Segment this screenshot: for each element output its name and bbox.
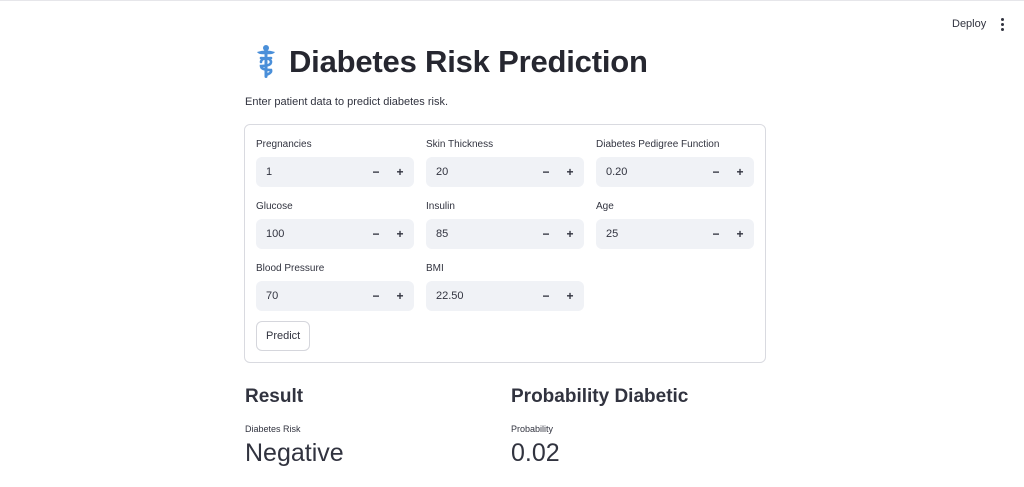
glucose-value[interactable]: 100 [266, 228, 285, 240]
field-label: BMI [426, 263, 444, 274]
decrement-button[interactable]: − [372, 165, 380, 179]
probability-heading: Probability Diabetic [511, 386, 689, 407]
main-menu-button[interactable] [994, 13, 1010, 35]
skin-thickness-field: Skin Thickness 20 − + [426, 138, 584, 187]
increment-button[interactable]: + [736, 165, 744, 179]
diabetes-risk-label: Diabetes Risk [245, 424, 301, 434]
pregnancies-value[interactable]: 1 [266, 166, 273, 178]
glucose-field: Glucose 100 − + [256, 200, 414, 249]
field-label: Glucose [256, 201, 293, 212]
increment-button[interactable]: + [736, 227, 744, 241]
field-label: Skin Thickness [426, 139, 494, 150]
decrement-button[interactable]: − [542, 165, 550, 179]
pedigree-function-number-input: 0.20 − + [596, 157, 754, 187]
insulin-number-input: 85 − + [426, 219, 584, 249]
skin-thickness-value[interactable]: 20 [436, 166, 449, 178]
increment-button[interactable]: + [566, 289, 574, 303]
decrement-button[interactable]: − [542, 227, 550, 241]
page-title: Diabetes Risk Prediction [289, 44, 648, 79]
result-heading: Result [245, 386, 304, 407]
blood-pressure-number-input: 70 − + [256, 281, 414, 311]
page-title-row: Diabetes Risk Prediction [253, 41, 648, 83]
pregnancies-field: Pregnancies 1 − + [256, 138, 414, 187]
decrement-button[interactable]: − [712, 165, 720, 179]
bmi-value[interactable]: 22.50 [436, 290, 464, 302]
glucose-number-input: 100 − + [256, 219, 414, 249]
bmi-field: BMI 22.50 − + [426, 262, 584, 311]
predict-button[interactable]: Predict [256, 321, 311, 351]
decrement-button[interactable]: − [542, 289, 550, 303]
decrement-button[interactable]: − [372, 227, 380, 241]
probability-label: Probability [511, 424, 554, 434]
page-subtitle: Enter patient data to predict diabetes r… [245, 96, 449, 108]
diabetes-risk-value: Negative [245, 439, 344, 467]
deploy-button[interactable]: Deploy [944, 13, 994, 35]
field-label: Diabetes Pedigree Function [596, 139, 720, 150]
blood-pressure-field: Blood Pressure 70 − + [256, 262, 414, 311]
age-number-input: 25 − + [596, 219, 754, 249]
blood-pressure-value[interactable]: 70 [266, 290, 279, 302]
bmi-number-input: 22.50 − + [426, 281, 584, 311]
increment-button[interactable]: + [566, 227, 574, 241]
pedigree-function-value[interactable]: 0.20 [606, 166, 628, 178]
age-field: Age 25 − + [596, 200, 754, 249]
decrement-button[interactable]: − [712, 227, 720, 241]
skin-thickness-number-input: 20 − + [426, 157, 584, 187]
insulin-value[interactable]: 85 [436, 228, 449, 240]
pregnancies-number-input: 1 − + [256, 157, 414, 187]
decrement-button[interactable]: − [372, 289, 380, 303]
age-value[interactable]: 25 [606, 228, 619, 240]
increment-button[interactable]: + [396, 227, 404, 241]
probability-section: Probability Diabetic Probability 0.02 [511, 384, 688, 468]
insulin-field: Insulin 85 − + [426, 200, 584, 249]
patient-data-form: Pregnancies 1 − + Skin Thickness 20 − + … [244, 124, 766, 363]
vertical-ellipsis-icon [1000, 17, 1004, 21]
pedigree-function-field: Diabetes Pedigree Function 0.20 − + [596, 138, 754, 187]
caduceus-icon [257, 45, 275, 78]
field-label: Age [596, 201, 614, 212]
result-section: Result Diabetes Risk Negative [245, 384, 344, 468]
field-label: Pregnancies [256, 139, 312, 150]
increment-button[interactable]: + [396, 289, 404, 303]
field-label: Insulin [426, 201, 455, 212]
increment-button[interactable]: + [396, 165, 404, 179]
probability-value: 0.02 [511, 439, 560, 467]
increment-button[interactable]: + [566, 165, 574, 179]
field-label: Blood Pressure [256, 263, 325, 274]
